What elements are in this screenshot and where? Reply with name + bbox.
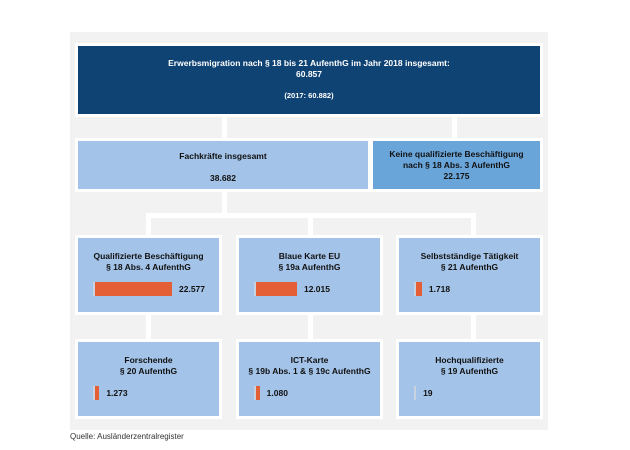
category-box: ICT-Karte § 19b Abs. 1 & § 19c AufenthG 1… xyxy=(236,339,383,419)
category-title-2: § 21 AufenthG xyxy=(440,262,499,272)
value-bar xyxy=(93,282,172,296)
value-bar xyxy=(93,386,100,400)
category-value: 22.577 xyxy=(179,284,205,294)
category-box: Hochqualifizierte § 19 AufenthG 19 xyxy=(396,339,543,419)
connector xyxy=(471,213,476,237)
category-box: Blaue Karte EU § 19a AufenthG 12.015 xyxy=(236,235,383,315)
connector xyxy=(452,117,457,139)
keine-value: 22.175 xyxy=(443,171,470,181)
connector xyxy=(308,213,313,237)
connector xyxy=(308,313,313,341)
fachkraefte-title: Fachkräfte insgesamt xyxy=(179,151,267,161)
category-title-2: § 18 Abs. 4 AufenthG xyxy=(106,262,191,272)
category-box: Forschende § 20 AufenthG 1.273 xyxy=(75,339,222,419)
category-title-1: Selbstständige Tätigkeit xyxy=(420,251,519,261)
fachkraefte-box: Fachkräfte insgesamt 38.682 xyxy=(75,138,371,192)
value-bar xyxy=(414,282,422,296)
connector xyxy=(146,313,151,341)
connector xyxy=(222,117,227,139)
category-value: 1.080 xyxy=(266,388,288,398)
connector xyxy=(222,191,227,215)
category-title-1: ICT-Karte xyxy=(290,355,329,365)
keine-title-1: Keine qualifizierte Beschäftigung xyxy=(389,149,524,159)
connector xyxy=(471,313,476,341)
fachkraefte-value: 38.682 xyxy=(210,173,236,183)
category-title-2: § 19a AufenthG xyxy=(278,262,341,272)
category-title-2: § 19 AufenthG xyxy=(440,366,499,376)
keine-title-2: nach § 18 Abs. 3 AufenthG xyxy=(402,160,511,170)
category-value: 12.015 xyxy=(303,284,330,294)
source-note: Quelle: Ausländerzentralregister xyxy=(70,432,184,441)
category-box: Selbstständige Tätigkeit § 21 AufenthG 1.… xyxy=(396,235,543,315)
category-title-1: Hochqualifizierte xyxy=(435,355,504,365)
category-value: 1.273 xyxy=(106,388,128,398)
category-box: Qualifizierte Beschäftigung § 18 Abs. 4 … xyxy=(75,235,222,315)
total-prev: (2017: 60.882) xyxy=(284,91,334,100)
category-title-2: § 19b Abs. 1 & § 19c AufenthG xyxy=(248,366,371,376)
value-bar xyxy=(414,386,417,400)
category-value: 19 xyxy=(423,388,433,398)
category-value: 1.718 xyxy=(428,284,451,294)
category-title-1: Forschende xyxy=(124,355,173,365)
total-box: Erwerbsmigration nach § 18 bis 21 Aufent… xyxy=(75,43,543,117)
category-title-1: Blaue Karte EU xyxy=(278,251,341,261)
category-title-1: Qualifizierte Beschäftigung xyxy=(93,251,204,261)
value-bar xyxy=(254,386,260,400)
value-bar xyxy=(254,282,297,296)
connector xyxy=(146,213,151,237)
total-value: 60.857 xyxy=(296,69,322,79)
total-title: Erwerbsmigration nach § 18 bis 21 Aufent… xyxy=(168,58,450,68)
category-title-2: § 20 AufenthG xyxy=(119,366,178,376)
keine-qualifizierte-box: Keine qualifizierte Beschäftigung nach §… xyxy=(370,138,543,192)
